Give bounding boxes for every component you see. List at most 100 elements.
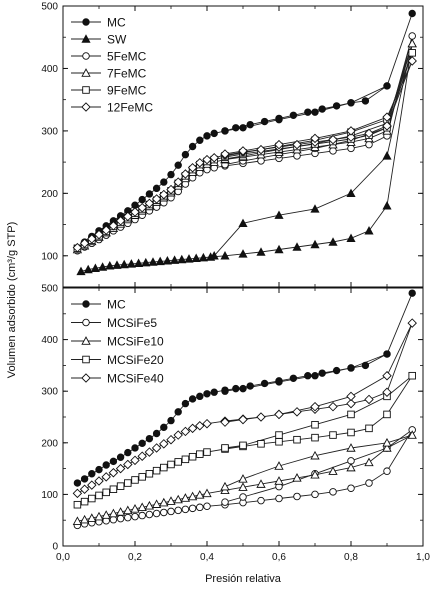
panel-1: 100 200 300 400 500 MC SW 5FeMC 7FeMC 9FeMC 12FeMC bbox=[41, 2, 424, 288]
data-point bbox=[174, 408, 182, 416]
data-point bbox=[292, 473, 302, 482]
data-point bbox=[184, 254, 194, 263]
series-sw bbox=[76, 38, 417, 276]
y-tick-label: 100 bbox=[41, 251, 58, 262]
data-point bbox=[174, 161, 182, 169]
data-point bbox=[123, 211, 133, 222]
y-tick-label: 500 bbox=[41, 284, 58, 295]
data-point bbox=[181, 455, 190, 464]
data-point bbox=[151, 194, 162, 204]
data-point bbox=[232, 124, 240, 132]
data-point bbox=[220, 417, 230, 427]
data-point bbox=[347, 428, 355, 437]
data-point bbox=[311, 420, 319, 429]
data-point bbox=[105, 261, 115, 270]
data-point bbox=[160, 508, 168, 517]
data-point bbox=[159, 439, 169, 449]
data-point bbox=[180, 426, 191, 437]
data-point bbox=[115, 463, 126, 474]
data-point bbox=[144, 447, 155, 457]
data-point bbox=[202, 488, 212, 498]
data-point bbox=[256, 247, 266, 256]
series-mcsife20 bbox=[73, 371, 416, 509]
data-point bbox=[361, 97, 370, 105]
data-point bbox=[239, 441, 247, 450]
data-point bbox=[220, 149, 230, 159]
data-point bbox=[72, 488, 83, 499]
data-point bbox=[124, 479, 132, 487]
data-point bbox=[311, 433, 319, 442]
legend-label: MCSiFe40 bbox=[107, 372, 164, 386]
data-point bbox=[346, 132, 356, 142]
data-point bbox=[328, 237, 338, 246]
data-point bbox=[160, 463, 168, 472]
data-point bbox=[202, 418, 212, 429]
data-point bbox=[329, 488, 337, 496]
data-point bbox=[346, 233, 356, 242]
data-point bbox=[130, 455, 140, 466]
data-point bbox=[407, 56, 417, 66]
data-point bbox=[238, 482, 248, 491]
data-point bbox=[95, 491, 103, 500]
data-point bbox=[220, 481, 230, 491]
data-point bbox=[383, 82, 391, 90]
data-point bbox=[177, 254, 187, 264]
legend: MC MCSiFe5 MCSiFe10 MCSiFe20 MCSiFe40 bbox=[71, 298, 164, 386]
data-point bbox=[275, 115, 283, 124]
data-point bbox=[310, 239, 320, 249]
data-point bbox=[346, 443, 356, 452]
data-point bbox=[289, 111, 298, 119]
data-point bbox=[115, 216, 126, 226]
data-point bbox=[346, 398, 356, 409]
data-point bbox=[274, 139, 284, 150]
x-tick-label: 0,0 bbox=[56, 552, 70, 563]
data-point bbox=[144, 198, 155, 209]
data-point bbox=[124, 513, 132, 522]
data-point bbox=[138, 195, 146, 204]
data-point bbox=[131, 512, 139, 521]
data-point bbox=[257, 440, 265, 448]
data-point bbox=[310, 469, 320, 479]
data-point bbox=[347, 144, 355, 153]
data-point bbox=[145, 190, 154, 198]
data-point bbox=[318, 369, 326, 377]
data-point bbox=[170, 255, 180, 264]
data-point bbox=[134, 258, 144, 267]
data-point bbox=[144, 500, 155, 510]
data-point bbox=[275, 494, 283, 503]
data-point bbox=[79, 514, 90, 524]
data-point bbox=[196, 392, 204, 401]
legend-label: MCSiFe20 bbox=[107, 353, 164, 367]
data-point bbox=[145, 434, 154, 443]
data-point bbox=[138, 473, 146, 481]
data-point bbox=[188, 395, 197, 403]
data-point bbox=[238, 249, 248, 258]
data-point bbox=[239, 384, 247, 393]
legend-label: 7FeMC bbox=[107, 67, 147, 81]
data-point bbox=[80, 497, 89, 506]
data-point bbox=[328, 134, 338, 145]
legend-label: 9FeMC bbox=[107, 84, 147, 98]
data-point bbox=[152, 466, 161, 475]
data-point bbox=[328, 401, 338, 412]
data-point bbox=[311, 490, 319, 499]
data-point bbox=[141, 257, 151, 267]
data-point bbox=[260, 117, 269, 126]
data-point bbox=[79, 484, 90, 494]
x-tick-label: 1,0 bbox=[416, 552, 430, 563]
y-axis-title: Volumen adsorbido (cm³/g STP) bbox=[6, 222, 18, 379]
data-point bbox=[364, 457, 374, 467]
data-point bbox=[167, 507, 175, 516]
data-point bbox=[102, 461, 110, 469]
data-point bbox=[361, 361, 370, 370]
data-point bbox=[162, 256, 172, 265]
panel-2: 0 100 200 300 400 500 0,0 0,2 0,4 0,6 0,8 1,0 MC MCSi… bbox=[41, 284, 430, 564]
data-point bbox=[408, 49, 416, 57]
data-point bbox=[407, 38, 417, 48]
legend-marker bbox=[82, 86, 90, 94]
data-point bbox=[203, 132, 211, 140]
y-tick-label: 400 bbox=[41, 64, 58, 75]
data-point bbox=[109, 515, 118, 524]
data-point bbox=[221, 498, 229, 506]
